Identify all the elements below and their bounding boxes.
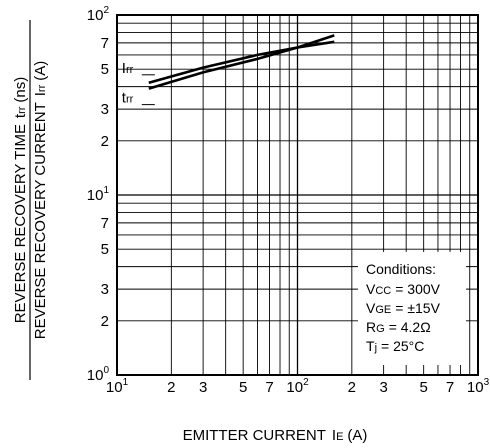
series-line-Irr — [148, 40, 335, 85]
x-tick-label: 103 — [467, 377, 490, 396]
series-label-trr: trr — [122, 90, 134, 107]
y-axis-label-top: REVERSE RECOVERY TIMEtrr(ns) — [12, 77, 29, 324]
series-label-Irr: Irr — [122, 60, 134, 77]
condition-line: Tj = 25°C — [366, 338, 424, 354]
y-tick-label: 7 — [101, 35, 109, 52]
y-tick-label: 102 — [87, 5, 110, 24]
x-tick-label: 7 — [446, 379, 454, 396]
plot-frame — [116, 14, 479, 376]
x-tick-label: 5 — [419, 379, 427, 396]
x-tick-label: 2 — [348, 379, 356, 396]
condition-line: VGE = ±15V — [366, 300, 441, 316]
x-tick-label: 102 — [286, 377, 309, 396]
y-tick-label: 101 — [87, 185, 110, 204]
y-tick-label: 5 — [101, 61, 109, 78]
conditions-background — [358, 252, 466, 365]
series-lines — [148, 34, 335, 90]
x-axis-label: EMITTER CURRENT IE (A) — [183, 427, 368, 444]
x-tick-label: 3 — [199, 379, 207, 396]
y-tick-label: 3 — [101, 101, 109, 118]
series-line-trr — [148, 34, 335, 90]
x-tick-labels: 101 2 3 5 7 102 2 3 5 7 103 — [106, 377, 490, 396]
condition-line: VCC = 300V — [366, 281, 441, 297]
y-tick-label: 7 — [101, 215, 109, 232]
y-tick-label: 100 — [87, 365, 110, 384]
conditions-title: Conditions: — [366, 261, 436, 277]
x-tick-label: 3 — [379, 379, 387, 396]
y-tick-label: 2 — [101, 133, 109, 150]
x-tick-label: 7 — [265, 379, 273, 396]
series-labels: Irr trr — [122, 60, 155, 107]
y-axis-label: REVERSE RECOVERY TIMEtrr(ns) REVERSE REC… — [12, 20, 49, 380]
y-tick-label: 5 — [101, 241, 109, 258]
x-tick-label: 2 — [167, 379, 175, 396]
condition-line: RG = 4.2Ω — [366, 319, 431, 335]
y-tick-label: 2 — [101, 313, 109, 330]
conditions-box: Conditions: VCC = 300V VGE = ±15V RG = 4.2Ω Tj =… — [358, 252, 466, 365]
y-axis-label-bottom: REVERSE RECOVERY CURRENTIrr(A) — [32, 61, 49, 340]
x-tick-label: 5 — [239, 379, 247, 396]
y-tick-labels: 100 2 3 5 7 101 2 3 5 7 102 — [87, 5, 110, 384]
x-tick-label: 101 — [106, 377, 129, 396]
y-tick-label: 3 — [101, 281, 109, 298]
